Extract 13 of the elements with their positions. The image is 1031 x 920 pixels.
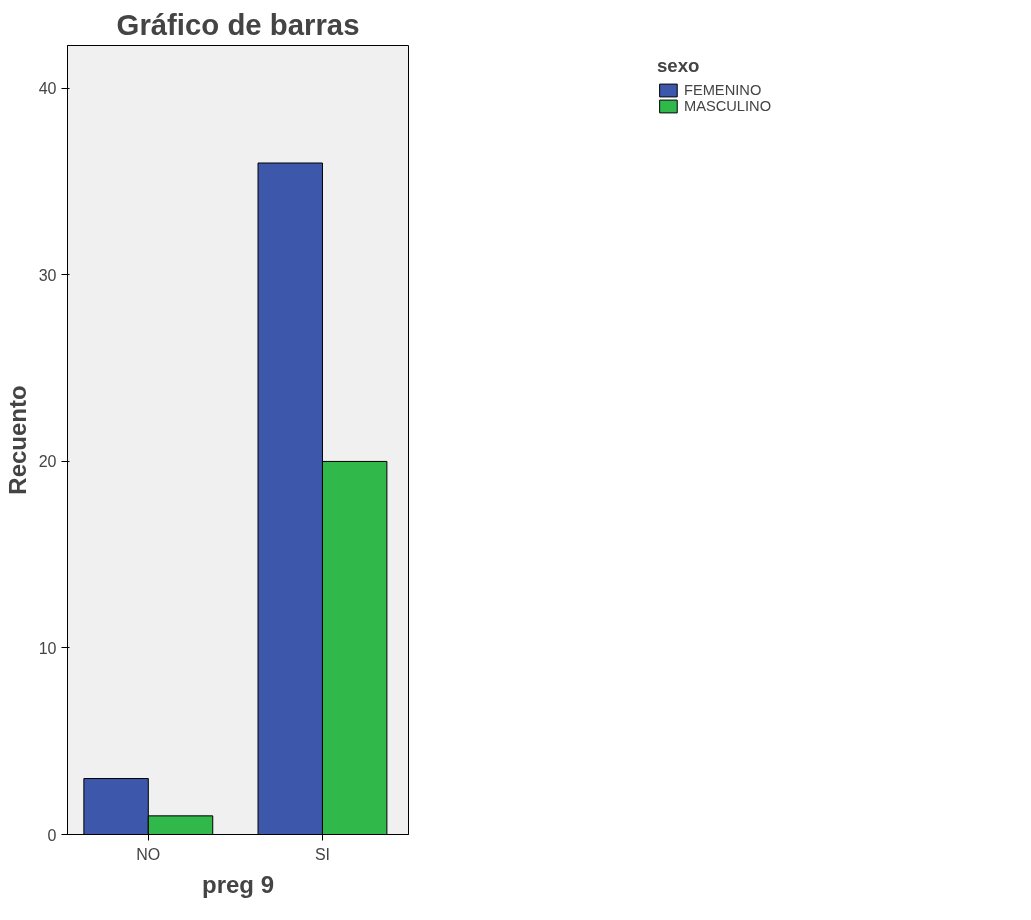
x-tick-label: SI xyxy=(314,845,331,863)
legend-label: FEMENINO xyxy=(683,82,762,98)
y-tick-label: 20 xyxy=(38,453,57,471)
y-tick-label: 40 xyxy=(38,80,57,98)
y-tick-label: 0 xyxy=(47,826,57,844)
legend-label: MASCULINO xyxy=(683,98,772,114)
legend-title: sexo xyxy=(656,55,701,77)
chart-title: Gráfico de barras xyxy=(116,7,360,41)
y-axis-title: Recuento xyxy=(3,385,31,495)
x-tick-label: NO xyxy=(136,845,161,863)
y-tick-label: 30 xyxy=(38,266,57,284)
x-axis-title: preg 9 xyxy=(201,870,275,898)
y-tick-label: 10 xyxy=(38,639,57,657)
